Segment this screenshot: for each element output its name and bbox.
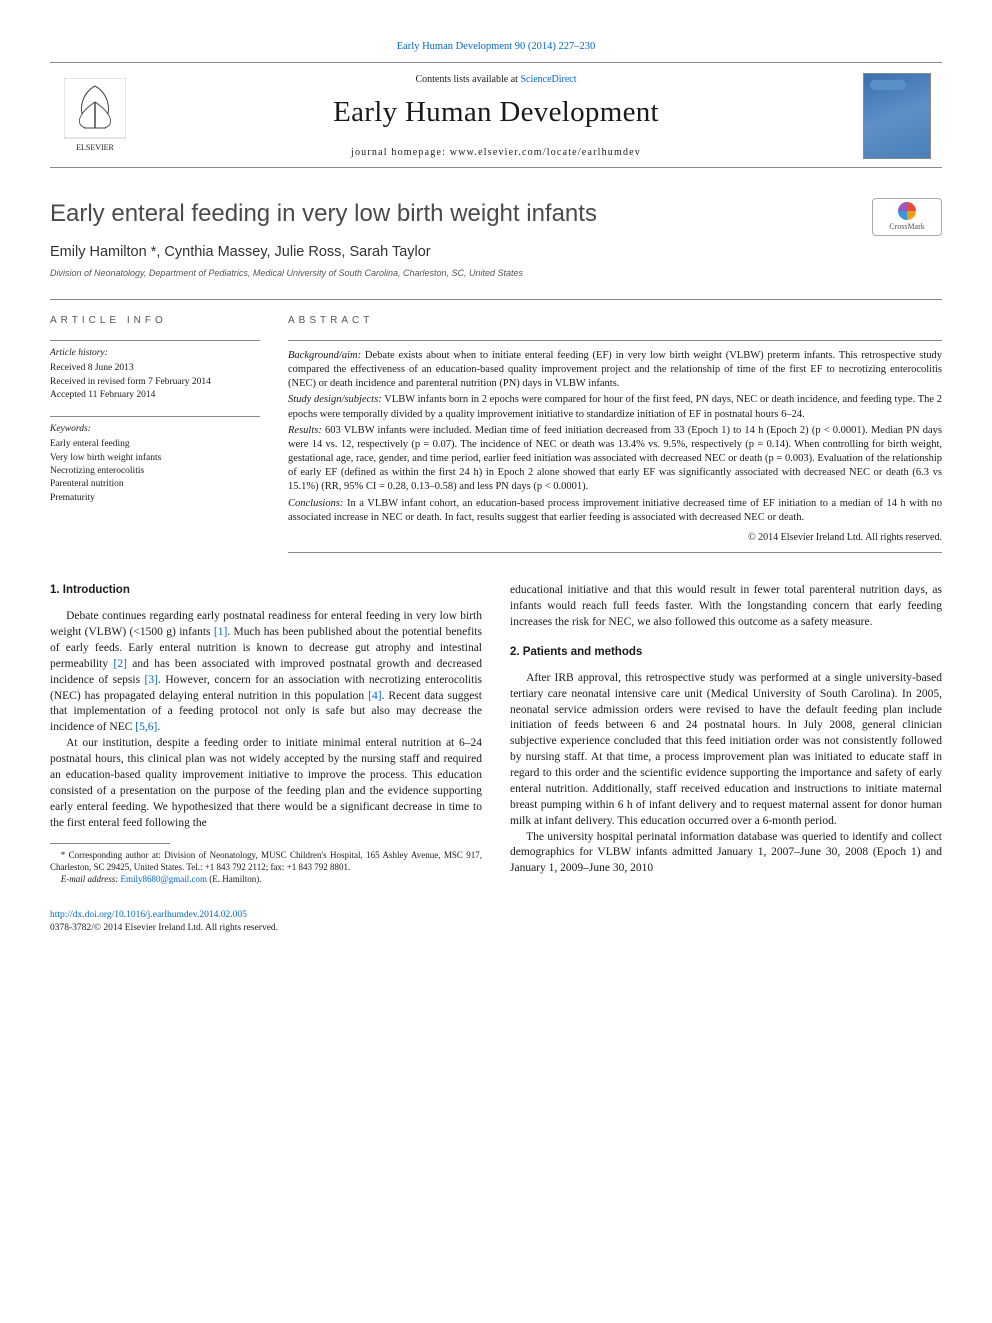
email-line: E-mail address: Emily8680@gmail.com (E. … <box>50 874 482 886</box>
crossmark-badge[interactable]: CrossMark <box>872 198 942 236</box>
intro-paragraph-1: Debate continues regarding early postnat… <box>50 609 482 736</box>
abstract-body: Background/aim: Debate exists about when… <box>288 340 942 554</box>
abstract-results-label: Results: <box>288 425 322 436</box>
keywords-block: Keywords: Early enteral feeding Very low… <box>50 416 260 505</box>
citation-link[interactable]: [5,6] <box>135 721 157 733</box>
methods-paragraph-1: After IRB approval, this retrospective s… <box>510 671 942 830</box>
contents-line: Contents lists available at ScienceDirec… <box>140 73 852 87</box>
header-rule-top <box>50 62 942 63</box>
journal-citation-link[interactable]: Early Human Development 90 (2014) 227–23… <box>397 41 596 52</box>
citation-link[interactable]: [2] <box>113 658 126 670</box>
footer-copyright: 0378-3782/© 2014 Elsevier Ireland Ltd. A… <box>50 922 942 935</box>
cover-thumb-box <box>852 73 942 159</box>
email-label: E-mail address: <box>61 874 121 884</box>
methods-paragraph-2: The university hospital perinatal inform… <box>510 830 942 878</box>
intro-paragraph-3: educational initiative and that this wou… <box>510 583 942 631</box>
elsevier-tree-icon: ELSEVIER <box>64 78 126 154</box>
keywords-label: Keywords: <box>50 423 260 436</box>
history-received: Received 8 June 2013 <box>50 362 260 375</box>
footnote-rule <box>50 843 170 844</box>
history-revised: Received in revised form 7 February 2014 <box>50 376 260 389</box>
article-info-column: article info Article history: Received 8… <box>50 314 260 553</box>
page-footer: http://dx.doi.org/10.1016/j.earlhumdev.2… <box>50 909 942 935</box>
abstract-heading: abstract <box>288 314 942 328</box>
publisher-logo-box: ELSEVIER <box>50 78 140 154</box>
journal-citation: Early Human Development 90 (2014) 227–23… <box>50 40 942 54</box>
citation-link[interactable]: [1] <box>214 626 227 638</box>
citation-link[interactable]: [4] <box>368 690 381 702</box>
history-label: Article history: <box>50 347 260 360</box>
abstract-bottom-rule <box>288 552 942 553</box>
citation-link[interactable]: [3] <box>145 674 158 686</box>
abstract-copyright: © 2014 Elsevier Ireland Ltd. All rights … <box>288 531 942 545</box>
journal-homepage-label: journal homepage: <box>351 147 450 158</box>
article-history-block: Article history: Received 8 June 2013 Re… <box>50 340 260 402</box>
affiliation: Division of Neonatology, Department of P… <box>50 267 942 279</box>
authors: Emily Hamilton *, Cynthia Massey, Julie … <box>50 243 942 263</box>
contents-line-prefix: Contents lists available at <box>415 74 520 85</box>
masthead: ELSEVIER Contents lists available at Sci… <box>50 73 942 159</box>
keyword: Necrotizing enterocolitis <box>50 465 260 478</box>
abstract-conclusions-label: Conclusions: <box>288 498 343 509</box>
crossmark-icon <box>898 202 916 220</box>
corresponding-author: * Corresponding author at: Division of N… <box>50 850 482 873</box>
history-accepted: Accepted 11 February 2014 <box>50 389 260 402</box>
keyword: Parenteral nutrition <box>50 478 260 491</box>
methods-heading: 2. Patients and methods <box>510 645 942 661</box>
journal-name: Early Human Development <box>140 93 852 132</box>
abstract-background-label: Background/aim: <box>288 350 361 361</box>
abstract-column: abstract Background/aim: Debate exists a… <box>288 314 942 553</box>
article-info-heading: article info <box>50 314 260 328</box>
keyword: Prematurity <box>50 492 260 505</box>
crossmark-label: CrossMark <box>889 222 925 233</box>
doi-link[interactable]: http://dx.doi.org/10.1016/j.earlhumdev.2… <box>50 910 247 920</box>
abstract-design: VLBW infants born in 2 epochs were compa… <box>288 394 942 419</box>
body-text: 1. Introduction Debate continues regardi… <box>50 583 942 885</box>
abstract-design-label: Study design/subjects: <box>288 394 382 405</box>
keyword: Early enteral feeding <box>50 438 260 451</box>
keyword: Very low birth weight infants <box>50 452 260 465</box>
email-link[interactable]: Emily8680@gmail.com <box>120 874 207 884</box>
email-suffix: (E. Hamilton). <box>207 874 262 884</box>
journal-homepage-url: www.elsevier.com/locate/earlhumdev <box>450 147 641 158</box>
footnotes: * Corresponding author at: Division of N… <box>50 850 482 885</box>
header-rule-bottom <box>50 167 942 168</box>
sciencedirect-link[interactable]: ScienceDirect <box>520 74 576 85</box>
journal-homepage: journal homepage: www.elsevier.com/locat… <box>140 146 852 160</box>
svg-text:ELSEVIER: ELSEVIER <box>76 143 114 152</box>
abstract-results: 603 VLBW infants were included. Median t… <box>288 425 942 493</box>
section-spacer <box>510 631 942 645</box>
intro-heading: 1. Introduction <box>50 583 482 599</box>
intro-paragraph-2: At our institution, despite a feeding or… <box>50 736 482 831</box>
journal-cover-icon <box>863 73 931 159</box>
abstract-conclusions: In a VLBW infant cohort, an education-ba… <box>288 498 942 523</box>
article-title: Early enteral feeding in very low birth … <box>50 198 872 230</box>
abstract-background: Debate exists about when to initiate ent… <box>288 350 942 389</box>
